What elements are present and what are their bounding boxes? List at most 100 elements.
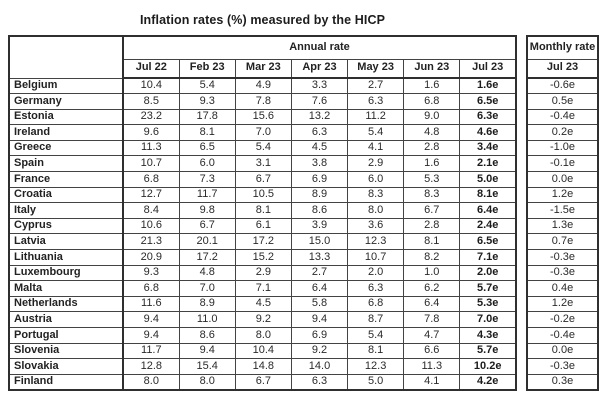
annual-value-cell: 7.0e [459,311,517,328]
annual-value-cell: 5.3 [403,171,461,188]
table-row: 0.7e [526,233,599,251]
country-label: Spain [8,155,124,173]
country-label: Portugal [8,327,124,344]
annual-value-cell: 9.2 [290,342,349,360]
annual-value-cell: 6.3 [347,280,405,297]
table-row: 0.5e [526,93,599,110]
monthly-column-header: Jul 23 [526,58,599,79]
annual-value-cell: 8.3 [403,186,461,204]
annual-value-cell: 7.6 [290,93,349,110]
monthly-value-cell: 0.7e [526,233,599,251]
annual-value-cell: 6.7 [234,373,292,391]
table-row: Belgium 10.4 5.4 4.9 3.3 2.7 1.6 1.6e [8,77,517,95]
annual-value-cell: 6.2 [403,280,461,297]
annual-value-cell: 3.8 [290,155,349,173]
country-label: Cyprus [8,217,124,235]
table-row: France 6.8 7.3 6.7 6.9 6.0 5.3 5.0e [8,171,517,188]
annual-value-cell: 4.8 [403,124,461,141]
monthly-value-cell: 1.2e [526,186,599,204]
annual-value-cell: 4.1 [347,139,405,157]
annual-value-cell: 14.0 [290,358,349,375]
table-row: 0.3e [526,373,599,391]
annual-value-cell: 15.6 [234,108,292,126]
annual-value-cell: 1.6 [403,77,461,95]
monthly-value-cell: -0.6e [526,77,599,95]
annual-value-cell: 4.2e [459,373,517,391]
annual-value-cell: 8.0 [178,373,236,391]
monthly-value-cell: 0.5e [526,93,599,110]
annual-value-cell: 12.3 [347,358,405,375]
page-title: Inflation rates (%) measured by the HICP [139,13,386,27]
table-row: 0.0e [526,342,599,360]
table-row: -1.0e [526,139,599,157]
annual-value-cell: 5.4 [178,77,236,95]
monthly-rate-table: Monthly rate Jul 23 -0.6e 0.5e -0.4e 0.2… [526,35,599,391]
table-row: Germany 8.5 9.3 7.8 7.6 6.3 6.8 6.5e [8,93,517,110]
annual-value-cell: 10.4 [122,77,180,95]
annual-value-cell: 6.3 [290,373,349,391]
annual-value-cell: 15.0 [290,233,349,251]
monthly-value-cell: -0.2e [526,311,599,328]
annual-value-cell: 6.7 [234,171,292,188]
annual-value-cell: 8.6 [178,327,236,344]
monthly-value-cell: -0.4e [526,108,599,126]
annual-value-cell: 4.7 [403,327,461,344]
annual-value-cell: 6.7 [178,217,236,235]
monthly-value-cell: -0.3e [526,358,599,375]
annual-value-cell: 6.5e [459,93,517,110]
corner-cell [8,35,124,79]
annual-value-cell: 14.8 [234,358,292,375]
column-header: Jul 23 [459,58,517,79]
annual-value-cell: 8.3 [347,186,405,204]
column-header: Mar 23 [234,58,292,79]
table-row: Slovenia 11.7 9.4 10.4 9.2 8.1 6.6 5.7e [8,342,517,360]
annual-value-cell: 12.7 [122,186,180,204]
column-header: May 23 [347,58,405,79]
annual-value-cell: 2.4e [459,217,517,235]
annual-value-cell: 4.5 [290,139,349,157]
annual-value-cell: 5.7e [459,280,517,297]
annual-value-cell: 6.0 [347,171,405,188]
country-label: Slovakia [8,358,124,375]
table-row: 0.0e [526,171,599,188]
annual-value-cell: 11.6 [122,295,180,313]
annual-value-cell: 20.1 [178,233,236,251]
annual-value-cell: 8.1 [234,202,292,219]
annual-value-cell: 4.3e [459,327,517,344]
annual-value-cell: 11.2 [347,108,405,126]
annual-value-cell: 2.0 [347,264,405,282]
table-row: Portugal 9.4 8.6 8.0 6.9 5.4 4.7 4.3e [8,327,517,344]
annual-value-cell: 5.3e [459,295,517,313]
table-row: Estonia 23.2 17.8 15.6 13.2 11.2 9.0 6.3e [8,108,517,126]
annual-value-cell: 8.6 [290,202,349,219]
annual-value-cell: 3.4e [459,139,517,157]
table-row: 0.4e [526,280,599,297]
monthly-value-cell: -0.1e [526,155,599,173]
country-label: France [8,171,124,188]
annual-value-cell: 3.9 [290,217,349,235]
annual-value-cell: 6.6 [403,342,461,360]
annual-value-cell: 8.1 [403,233,461,251]
annual-value-cell: 1.6e [459,77,517,95]
annual-value-cell: 6.7 [403,202,461,219]
annual-value-cell: 6.1 [234,217,292,235]
annual-value-cell: 2.8 [403,139,461,157]
annual-value-cell: 2.7 [290,264,349,282]
annual-value-cell: 2.9 [234,264,292,282]
annual-value-cell: 13.3 [290,249,349,266]
column-header-row: Jul 22 Feb 23 Mar 23 Apr 23 May 23 Jun 23 Jul … [9,58,517,79]
table-row: -0.2e [526,311,599,328]
country-label: Croatia [8,186,124,204]
annual-value-cell: 6.8 [403,93,461,110]
annual-value-cell: 9.4 [122,311,180,328]
annual-value-cell: 3.1 [234,155,292,173]
country-label: Germany [8,93,124,110]
annual-value-cell: 11.0 [178,311,236,328]
table-row: Slovakia 12.8 15.4 14.8 14.0 12.3 11.3 10.2e [8,358,517,375]
table-row: Greece 11.3 6.5 5.4 4.5 4.1 2.8 3.4e [8,139,517,157]
annual-value-cell: 6.8 [347,295,405,313]
country-label: Austria [8,311,124,328]
annual-value-cell: 8.1e [459,186,517,204]
column-header: Apr 23 [290,58,349,79]
